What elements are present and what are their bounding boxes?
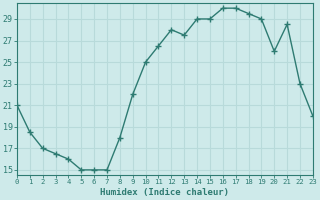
X-axis label: Humidex (Indice chaleur): Humidex (Indice chaleur) [100, 188, 229, 197]
